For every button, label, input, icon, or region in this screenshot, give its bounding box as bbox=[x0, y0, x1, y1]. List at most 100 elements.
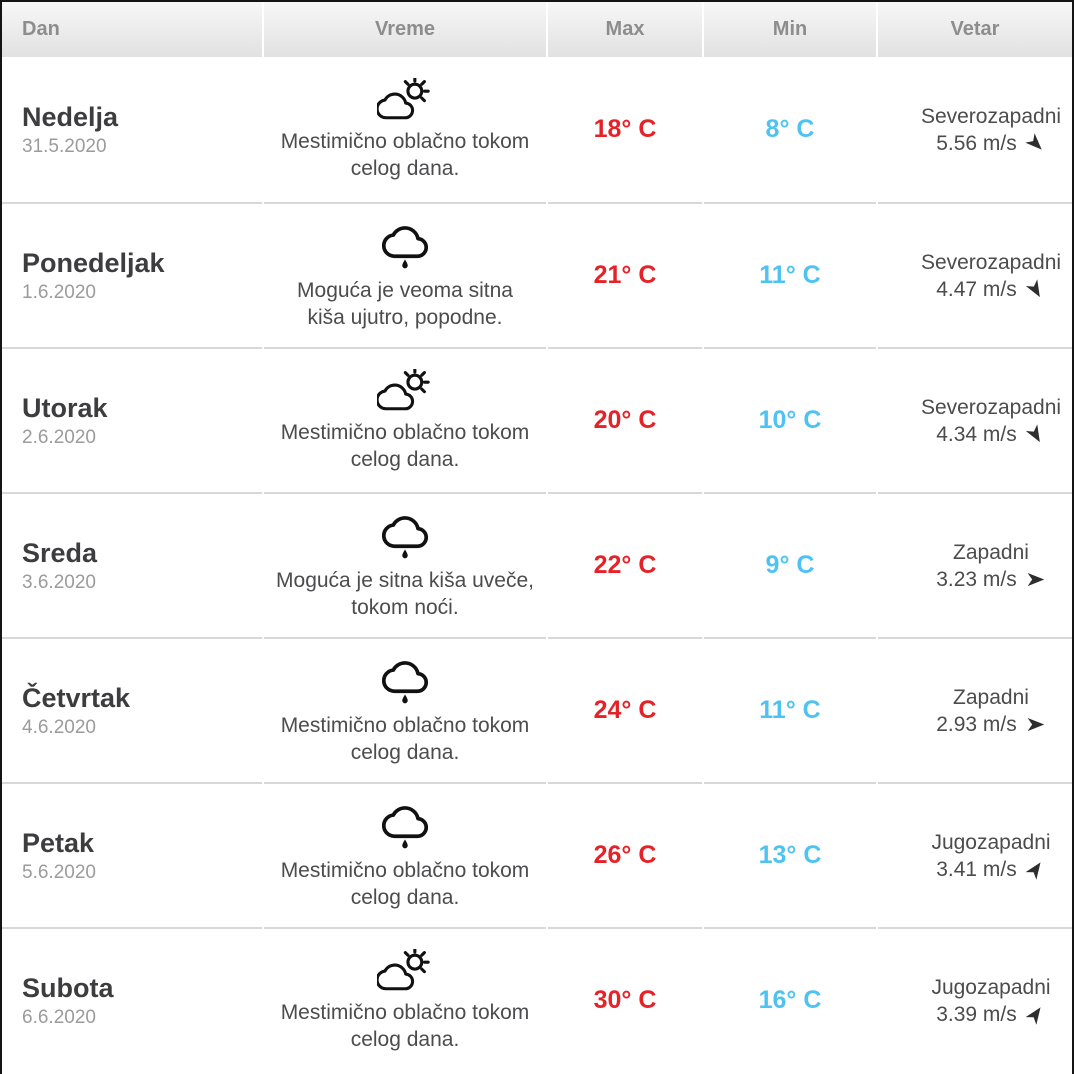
day-date: 1.6.2020 bbox=[22, 281, 96, 303]
rain-cloud-icon bbox=[382, 661, 428, 706]
wind-direction: Severozapadni bbox=[920, 104, 1062, 128]
max-temp: 21° C bbox=[548, 202, 702, 347]
table-row: Četvrtak 4.6.2020 Mestimično oblačno tok… bbox=[2, 637, 1072, 782]
day-name: Petak bbox=[22, 827, 95, 858]
day-name: Subota bbox=[22, 972, 114, 1003]
wind-speed: 3.23 m/s bbox=[936, 567, 1017, 591]
rain-cloud-icon bbox=[382, 806, 428, 851]
table-row: Subota 6.6.2020 Mestimično oblačno tokom… bbox=[2, 927, 1072, 1072]
rain-cloud-icon bbox=[382, 516, 428, 561]
wind-cell: Jugozapadni 3.41 m/s bbox=[878, 782, 1072, 927]
day-date: 6.6.2020 bbox=[22, 1006, 96, 1028]
weather-icon bbox=[377, 948, 433, 995]
max-temp: 26° C bbox=[548, 782, 702, 927]
weather-description: Moguća je sitna kiša uveče, tokom noći. bbox=[276, 569, 534, 619]
weather-icon bbox=[382, 220, 428, 273]
min-temp: 16° C bbox=[704, 927, 876, 1072]
weather-cell: Mestimično oblačno tokom celog dana. bbox=[264, 637, 546, 782]
day-cell: Utorak 2.6.2020 bbox=[2, 347, 262, 492]
wind-cell: Jugozapadni 3.39 m/s bbox=[878, 927, 1072, 1072]
day-name: Ponedeljak bbox=[22, 247, 165, 278]
wind-cell: Zapadni 3.23 m/s bbox=[878, 492, 1072, 637]
wind-speed: 3.39 m/s bbox=[936, 1002, 1017, 1026]
column-header-max: Max bbox=[548, 2, 702, 57]
wind-speed: 3.41 m/s bbox=[936, 857, 1017, 881]
table-row: Sreda 3.6.2020 Moguća je sitna kiša uveč… bbox=[2, 492, 1072, 637]
partly-cloudy-icon bbox=[377, 948, 430, 990]
partly-cloudy-icon bbox=[377, 77, 430, 119]
weather-icon bbox=[377, 77, 433, 124]
max-temp: 30° C bbox=[548, 927, 702, 1072]
weather-description: Mestimično oblačno tokom celog dana. bbox=[280, 714, 530, 764]
wind-cell: Severozapadni 4.47 m/s bbox=[878, 202, 1072, 347]
rain-cloud-icon bbox=[382, 226, 428, 271]
table-row: Ponedeljak 1.6.2020 Moguća je veoma sitn… bbox=[2, 202, 1072, 347]
weather-description: Moguća je veoma sitna kiša ujutro, popod… bbox=[297, 279, 513, 329]
day-cell: Petak 5.6.2020 bbox=[2, 782, 262, 927]
weather-description: Mestimično oblačno tokom celog dana. bbox=[280, 859, 530, 909]
day-date: 5.6.2020 bbox=[22, 861, 96, 883]
weather-description: Mestimično oblačno tokom celog dana. bbox=[280, 129, 530, 180]
wind-arrow-icon bbox=[1021, 420, 1050, 449]
weather-icon bbox=[382, 655, 428, 708]
weather-icon bbox=[382, 800, 428, 853]
weather-cell: Mestimično oblačno tokom celog dana. bbox=[264, 782, 546, 927]
day-name: Nedelja bbox=[22, 101, 119, 132]
wind-direction: Severozapadni bbox=[920, 250, 1062, 274]
wind-direction: Jugozapadni bbox=[931, 975, 1051, 999]
day-cell: Subota 6.6.2020 bbox=[2, 927, 262, 1072]
wind-arrow-icon bbox=[1020, 128, 1050, 158]
day-date: 31.5.2020 bbox=[22, 135, 107, 157]
wind-speed: 2.93 m/s bbox=[936, 712, 1017, 736]
max-temp: 22° C bbox=[548, 492, 702, 637]
wind-arrow-icon bbox=[1025, 569, 1046, 590]
column-header-dan: Dan bbox=[2, 2, 262, 57]
wind-direction: Zapadni bbox=[953, 685, 1029, 709]
day-name: Utorak bbox=[22, 392, 108, 423]
day-cell: Nedelja 31.5.2020 bbox=[2, 57, 262, 202]
wind-speed: 4.47 m/s bbox=[936, 277, 1017, 301]
weather-cell: Mestimično oblačno tokom celog dana. bbox=[264, 347, 546, 492]
wind-cell: Severozapadni 4.34 m/s bbox=[878, 347, 1072, 492]
day-cell: Ponedeljak 1.6.2020 bbox=[2, 202, 262, 347]
wind-speed: 4.34 m/s bbox=[936, 422, 1017, 446]
column-header-min: Min bbox=[704, 2, 876, 57]
day-date: 2.6.2020 bbox=[22, 426, 96, 448]
table-row: Nedelja 31.5.2020 Mestimično oblačno tok… bbox=[2, 57, 1072, 202]
day-date: 3.6.2020 bbox=[22, 571, 96, 593]
wind-arrow-icon bbox=[1021, 275, 1050, 304]
table-row: Utorak 2.6.2020 Mestimično oblačno tokom… bbox=[2, 347, 1072, 492]
weather-cell: Moguća je sitna kiša uveče, tokom noći. bbox=[264, 492, 546, 637]
min-temp: 11° C bbox=[704, 202, 876, 347]
weather-description: Mestimično oblačno tokom celog dana. bbox=[280, 420, 530, 471]
weather-cell: Mestimično oblačno tokom celog dana. bbox=[264, 57, 546, 202]
max-temp: 20° C bbox=[548, 347, 702, 492]
wind-arrow-icon bbox=[1021, 854, 1050, 883]
table-header: Dan Vreme Max Min Vetar bbox=[2, 2, 1072, 57]
weather-cell: Moguća je veoma sitna kiša ujutro, popod… bbox=[264, 202, 546, 347]
day-name: Sreda bbox=[22, 537, 98, 568]
day-cell: Četvrtak 4.6.2020 bbox=[2, 637, 262, 782]
day-date: 4.6.2020 bbox=[22, 716, 96, 738]
weather-description: Mestimično oblačno tokom celog dana. bbox=[280, 1000, 530, 1051]
min-temp: 10° C bbox=[704, 347, 876, 492]
column-header-vetar: Vetar bbox=[878, 2, 1072, 57]
wind-cell: Severozapadni 5.56 m/s bbox=[878, 57, 1072, 202]
wind-cell: Zapadni 2.93 m/s bbox=[878, 637, 1072, 782]
day-name: Četvrtak bbox=[22, 682, 131, 713]
min-temp: 13° C bbox=[704, 782, 876, 927]
min-temp: 8° C bbox=[704, 57, 876, 202]
min-temp: 9° C bbox=[704, 492, 876, 637]
wind-direction: Jugozapadni bbox=[931, 830, 1051, 854]
weather-icon bbox=[377, 368, 433, 415]
day-cell: Sreda 3.6.2020 bbox=[2, 492, 262, 637]
weather-icon bbox=[382, 510, 428, 563]
partly-cloudy-icon bbox=[377, 368, 430, 410]
wind-direction: Severozapadni bbox=[920, 395, 1062, 419]
wind-arrow-icon bbox=[1021, 999, 1050, 1028]
weather-cell: Mestimično oblačno tokom celog dana. bbox=[264, 927, 546, 1072]
table-row: Petak 5.6.2020 Mestimično oblačno tokom … bbox=[2, 782, 1072, 927]
max-temp: 24° C bbox=[548, 637, 702, 782]
max-temp: 18° C bbox=[548, 57, 702, 202]
